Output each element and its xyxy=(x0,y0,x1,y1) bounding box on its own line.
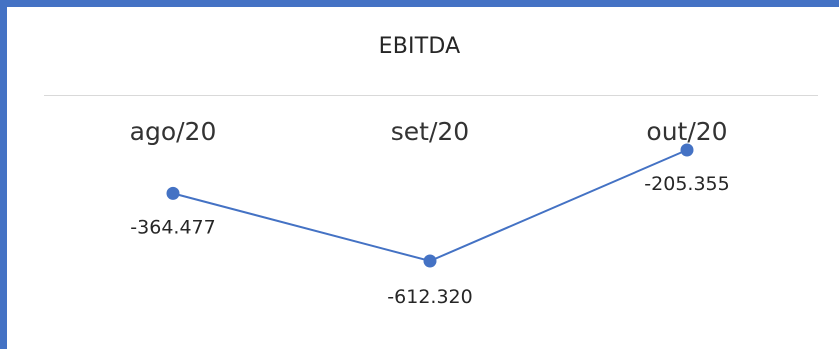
data-label-out-20: -205.355 xyxy=(644,173,729,195)
category-label-ago-20: ago/20 xyxy=(130,117,217,146)
data-label-ago-20: -364.477 xyxy=(130,216,215,238)
title-divider xyxy=(44,95,818,96)
data-point-ago-20[interactable] xyxy=(166,186,180,200)
data-point-set-20[interactable] xyxy=(423,254,437,268)
category-label-out-20: out/20 xyxy=(646,117,727,146)
data-label-set-20: -612.320 xyxy=(387,286,472,308)
data-point-out-20[interactable] xyxy=(680,143,694,157)
series-line xyxy=(172,149,688,263)
chart-title: EBITDA xyxy=(378,34,461,59)
category-label-set-20: set/20 xyxy=(391,117,469,146)
